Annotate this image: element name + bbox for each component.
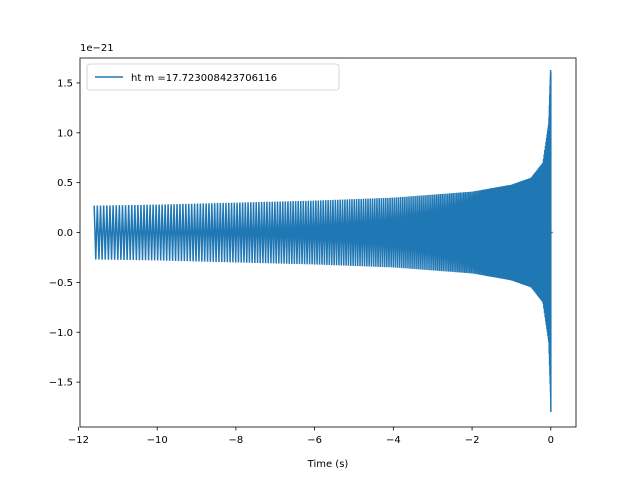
x-tick-label: −10 [147,435,168,446]
x-tick-label: −4 [386,435,401,446]
y-tick-label: 1.5 [57,78,73,89]
y-tick-label: 1.0 [57,128,73,139]
x-tick-label: −6 [307,435,322,446]
x-tick-label: −12 [68,435,89,446]
legend-box [86,63,340,91]
x-axis-label: Time (s) [307,459,349,470]
x-tick-label: −2 [465,435,480,446]
waveform-series-line [93,69,553,413]
axes-frame [79,57,577,428]
legend: ht m =17.723008423706116 [86,63,340,91]
y-tick-label: 0.5 [57,178,73,189]
x-tick-label: 0 [548,435,554,446]
y-tick-label: −1.0 [49,328,73,339]
legend-label: ht m =17.723008423706116 [131,73,277,84]
x-axis-ticks: −12 −10 −8 −6 −4 −2 0 [68,427,554,446]
plot-area [93,69,553,413]
y-tick-label: 0.0 [57,228,73,239]
y-tick-label: −0.5 [49,278,73,289]
y-tick-label: −1.5 [49,378,73,389]
y-axis-ticks: −1.5 −1.0 −0.5 0.0 0.5 1.0 1.5 [49,78,80,389]
x-tick-label: −8 [229,435,244,446]
y-axis-offset-label: 1e−21 [80,43,114,54]
